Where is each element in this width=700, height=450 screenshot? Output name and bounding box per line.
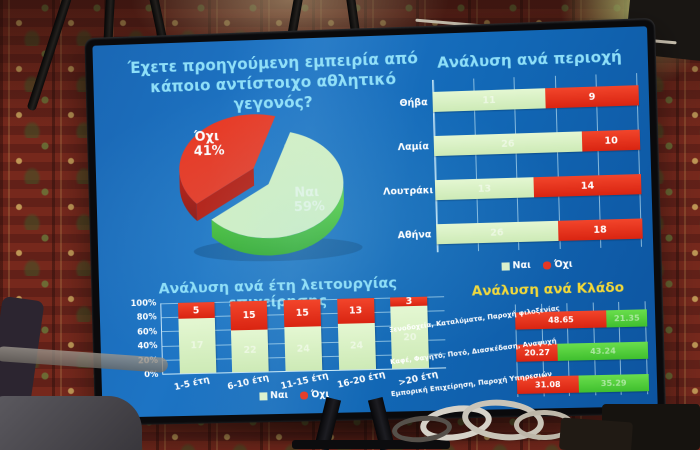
- bar-segment-no: 5: [178, 302, 215, 319]
- category-label: Καφέ, Φαγητό, Ποτό, Διασκέδαση, Αναψυχή: [390, 342, 516, 366]
- gray-bag: [0, 396, 142, 450]
- pie-label-yes: Ναι 59%: [293, 185, 325, 215]
- region-chart-legend: Ναι Όχι: [451, 257, 623, 273]
- legend-item-yes: Ναι: [501, 260, 531, 272]
- yes-swatch-icon: [501, 262, 509, 270]
- bar-value: 15: [242, 310, 255, 321]
- bar-value: 48.65: [548, 315, 574, 325]
- bar-value: 43.24: [590, 346, 616, 356]
- tv-monitor: Έχετε προηγούμενη εμπειρία από κάποιο αν…: [84, 18, 666, 426]
- bar-value: 11: [482, 94, 496, 105]
- bar-value: 15: [296, 308, 309, 319]
- bar-segment-yes: 11: [432, 88, 546, 112]
- bar-value: 14: [581, 180, 595, 191]
- bar-value: 24: [297, 343, 310, 354]
- bar-segment-yes: 26: [434, 131, 583, 156]
- category-label: Εμπορική Επιχείρηση, Παροχή Υπηρεσιών: [391, 374, 518, 398]
- region-chart-title: Ανάλυση ανά περιοχή: [423, 47, 636, 72]
- bar-value: 5: [193, 305, 200, 316]
- chart-row: Εμπορική Επιχείρηση, Παροχή Υπηρεσιών 31.…: [390, 366, 649, 404]
- bar-segment-no: 15: [230, 301, 267, 331]
- legend-label-no: Όχι: [554, 259, 573, 271]
- bar-segment-no: 15: [284, 299, 321, 327]
- no-swatch-icon: [300, 391, 308, 399]
- category-label: Ξενοδοχεία, Καταλύματα, Παροχή φιλοξενία…: [389, 310, 515, 334]
- category-label: Αθήνα: [384, 229, 436, 241]
- bar-segment-no: 14: [534, 174, 642, 197]
- presentation-slide: Έχετε προηγούμενη εμπειρία από κάποιο αν…: [92, 26, 657, 417]
- axis-tick-label: 40%: [124, 341, 158, 352]
- bar-segment-no: 9: [545, 85, 639, 108]
- stacked-bar: 26 18: [436, 218, 643, 244]
- axis-tick-label: 100%: [123, 298, 157, 309]
- legend-label-yes: Ναι: [270, 390, 288, 401]
- axis-tick-label: 80%: [123, 313, 157, 324]
- bar-value: 26: [501, 138, 515, 149]
- bar-segment-no: 10: [582, 130, 640, 152]
- bar-segment-yes: 26: [436, 221, 558, 244]
- bar-segment-yes: 13: [435, 177, 534, 200]
- bar-segment-yes: 24: [284, 327, 322, 371]
- column: 15 24: [284, 299, 323, 371]
- legend-label-yes: Ναι: [512, 260, 531, 272]
- column: 15 22: [230, 301, 269, 373]
- bar-segment-yes: 17: [178, 318, 216, 373]
- column: 5 17: [178, 302, 216, 373]
- category-label: 1-5 έτη: [173, 375, 210, 393]
- region-chart: Θήβα 11 9 Λαμία 26 10 Λουτράκι 13 14 Αθήνα 26 18: [380, 73, 643, 260]
- conference-room-photo: Έχετε προηγούμενη εμπειρία από κάποιο αν…: [0, 0, 700, 450]
- legend-item-no: Όχι: [543, 259, 573, 271]
- bar-value: 21.35: [614, 313, 640, 323]
- bar-segment-yes: 22: [231, 329, 269, 372]
- chart-row: Λουτράκι 13 14: [382, 162, 641, 214]
- column: 13 24: [337, 298, 376, 370]
- yes-swatch-icon: [259, 392, 267, 400]
- axis-tick-label: 60%: [124, 327, 158, 338]
- stacked-bar: 11 9: [432, 85, 639, 112]
- bar-segment-yes: 35.29: [578, 373, 649, 392]
- bar-segment-no: 13: [337, 298, 375, 324]
- bar-value: 35.29: [601, 378, 627, 388]
- bar-value: 13: [478, 183, 492, 194]
- chart-row: Αθήνα 26 18: [384, 206, 643, 257]
- sector-chart: Ξενοδοχεία, Καταλύματα, Παροχή φιλοξενία…: [388, 301, 649, 405]
- legend-item-yes: Ναι: [259, 390, 288, 402]
- category-label: Λαμία: [382, 141, 434, 154]
- bar-value: 10: [604, 135, 618, 147]
- pie-chart: Όχι 41% Ναι 59%: [149, 96, 390, 280]
- bar-value: 22: [243, 345, 256, 356]
- equipment-case: [559, 418, 633, 450]
- bar-segment-yes: 21.35: [606, 309, 647, 327]
- pie-label-no: Όχι 41%: [193, 129, 225, 159]
- bar-value: 18: [593, 224, 607, 235]
- bar-segment-no: 18: [557, 218, 642, 240]
- bar-value: 26: [490, 227, 504, 238]
- bar-value: 20.27: [524, 347, 550, 357]
- sector-chart-title: Ανάλυση ανά Κλάδο: [452, 279, 645, 300]
- category-label: Λουτράκι: [383, 185, 435, 198]
- stacked-bar: 26 10: [434, 130, 641, 156]
- bar-value: 9: [589, 91, 596, 102]
- bar-value: 24: [350, 341, 363, 352]
- no-swatch-icon: [543, 261, 551, 269]
- bar-segment-yes: 43.24: [558, 341, 648, 360]
- bar-value: 13: [349, 305, 362, 316]
- bar-value: 31.08: [535, 379, 561, 389]
- chart-row: Λαμία 26 10: [381, 117, 640, 169]
- stacked-bar: 13 14: [435, 174, 642, 200]
- bar-segment-yes: 24: [338, 323, 376, 370]
- bar-value: 17: [190, 340, 203, 351]
- category-label: Θήβα: [380, 96, 432, 109]
